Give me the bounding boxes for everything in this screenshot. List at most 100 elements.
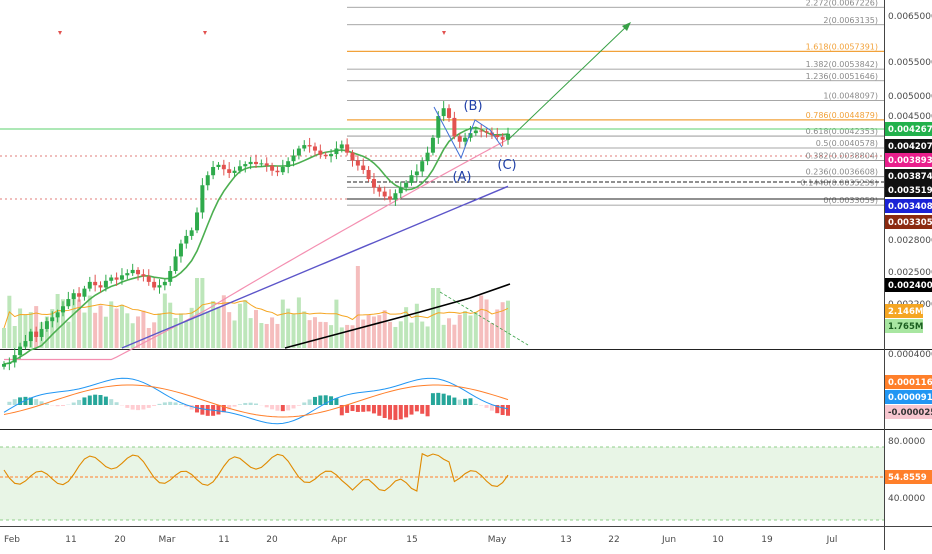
volume-bar <box>157 313 161 348</box>
candle-body <box>302 145 306 148</box>
macd-histogram-bar <box>249 403 253 405</box>
volume-bar <box>426 326 430 348</box>
candle-body <box>184 236 188 244</box>
volume-bar <box>275 324 279 348</box>
volume-bar <box>168 303 172 348</box>
volume-bar <box>265 324 269 348</box>
candle-body <box>61 306 65 312</box>
price-axis-tick: 0.0055000 <box>888 58 932 68</box>
candle-body <box>163 282 167 285</box>
volume-bar <box>474 312 478 348</box>
time-axis-tick: 22 <box>608 535 619 545</box>
macd-histogram-bar <box>7 402 11 405</box>
candle-body <box>157 285 161 287</box>
macd-histogram-bar <box>367 405 371 411</box>
fib-level-label: 0.5(0.0040578) <box>816 139 878 148</box>
fib-level-label: 1.618(0.0057391) <box>806 42 878 51</box>
candle-body <box>286 161 290 167</box>
volume-bar <box>447 318 451 348</box>
candle-body <box>104 281 108 288</box>
rsi-axis-tick: 80.0000 <box>888 437 925 447</box>
candle-body <box>40 329 44 337</box>
candle-body <box>2 364 6 367</box>
macd-histogram-bar <box>243 403 247 405</box>
volume-bar <box>136 316 140 348</box>
macd-histogram-bar <box>318 395 322 405</box>
time-axis-tick: 20 <box>266 535 278 545</box>
volume-bar <box>66 322 70 348</box>
macd-histogram-bar <box>447 395 451 405</box>
macd-histogram-bar <box>206 405 210 416</box>
candle-body <box>222 165 226 169</box>
volume-bar <box>388 322 392 348</box>
candle-body <box>190 230 194 236</box>
candle-body <box>485 131 489 132</box>
volume-bar <box>431 288 435 348</box>
candle-body <box>147 276 151 281</box>
candle-body <box>361 166 365 170</box>
time-axis-tick: Mar <box>159 535 176 545</box>
time-axis-tick: Jul <box>826 535 838 545</box>
macd-histogram-bar <box>458 400 462 405</box>
candle-body <box>72 293 76 299</box>
candle-body <box>345 144 349 152</box>
volume-bar <box>490 323 494 348</box>
macd-histogram-bar <box>174 402 178 405</box>
candle-body <box>82 289 86 297</box>
candle-body <box>313 146 317 150</box>
time-axis-tick: 11 <box>65 535 76 545</box>
candle-body <box>442 108 446 116</box>
price-badge-label: 0.0038938 <box>888 156 932 166</box>
candle-body <box>179 244 183 257</box>
volume-bar <box>334 300 338 348</box>
volume-bar <box>501 302 505 348</box>
macd-histogram-bar <box>506 405 510 416</box>
volume-bar <box>249 318 253 348</box>
candle-body <box>372 179 376 188</box>
fib-level-label: 2(0.0063135) <box>823 16 878 25</box>
candle-body <box>99 285 103 287</box>
macd-badge-label: 0.0000913 <box>888 393 932 403</box>
volume-bar <box>458 315 462 348</box>
volume-bar <box>292 314 296 348</box>
candle-body <box>431 138 435 153</box>
volume-bar <box>93 313 97 348</box>
candle-body <box>243 164 247 166</box>
price-badge-label: 0.0035192 <box>888 186 932 196</box>
candle-body <box>200 185 204 212</box>
price-axis-tick: 0.0028000 <box>888 236 932 246</box>
volume-bar <box>7 296 11 348</box>
candle-body <box>211 167 215 175</box>
candle-body <box>270 166 274 171</box>
candle-body <box>120 275 124 279</box>
volume-bar <box>372 317 376 348</box>
candle-body <box>136 270 140 274</box>
price-badge-label: 0.0024004 <box>888 281 932 291</box>
fib-level-label: 1(0.0048097) <box>823 92 878 101</box>
volume-bar <box>286 309 290 348</box>
price-axis-tick: 0.0050000 <box>888 92 932 102</box>
volume-bar <box>82 313 86 348</box>
volume-bar <box>495 309 499 348</box>
macd-histogram-bar <box>109 399 113 405</box>
volume-bar <box>238 304 242 348</box>
macd-histogram-bar <box>265 405 269 407</box>
macd-histogram-bar <box>56 405 60 406</box>
volume-badge-label: 2.146M <box>888 307 923 317</box>
volume-bar <box>463 311 467 348</box>
macd-histogram-bar <box>442 394 446 405</box>
macd-histogram-bar <box>468 398 472 405</box>
price-badge-label: 0.0034085 <box>888 202 932 212</box>
volume-bar <box>216 307 220 348</box>
macd-histogram-bar <box>34 399 38 405</box>
volume-bar <box>174 318 178 348</box>
macd-histogram-bar <box>216 405 220 414</box>
candle-body <box>308 145 312 146</box>
time-axis-tick: 19 <box>761 535 773 545</box>
candle-body <box>206 175 210 185</box>
macd-badge-label: -0.0000255 <box>888 408 932 418</box>
time-axis-tick: 10 <box>712 535 724 545</box>
volume-bar <box>345 325 349 348</box>
fib-level-label: 0.618(0.0042353) <box>806 127 878 136</box>
candle-body <box>292 155 296 161</box>
